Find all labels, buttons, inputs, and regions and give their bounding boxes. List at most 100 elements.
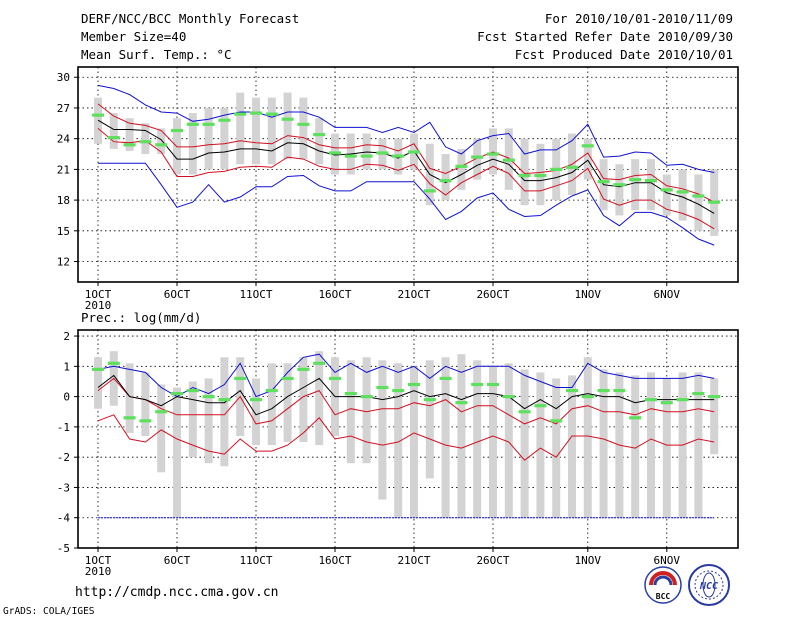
p0-ytick-label-3: 21 [57, 163, 70, 176]
p1-spread-bar-35 [631, 375, 640, 518]
p0-plot-frame [77, 66, 739, 283]
p1-ytick-label-3: -2 [57, 451, 70, 464]
p0-series-upper-line [97, 103, 715, 203]
p0-observed-mark-2 [107, 136, 120, 140]
p0-observed-mark-16 [329, 151, 341, 155]
p1-observed-mark-27 [502, 395, 515, 399]
p1-observed-mark-3 [123, 416, 136, 420]
ncc-logo-text: NCC [699, 581, 718, 592]
p1-observed-mark-16 [329, 376, 341, 381]
p0-spread-bar-32 [583, 138, 592, 180]
footer-credit: GrADS: COLA/IGES [3, 606, 95, 617]
p1-observed-mark-12 [265, 388, 278, 393]
p1-spread-bar-23 [441, 357, 450, 518]
p0-spread-bar-18 [362, 133, 371, 170]
p1-spread-bar-27 [504, 363, 513, 518]
p1-spread-bar-37 [662, 378, 671, 518]
ncc-logo: NCC [688, 564, 730, 606]
p0-observed-mark-14 [297, 122, 310, 126]
p1-observed-mark-26 [487, 382, 499, 387]
p0-spread-bar-25 [473, 138, 482, 180]
p0-spread-bar-8 [204, 107, 213, 170]
header-produced-date: Fcst Produced Date 2010/10/01 [515, 47, 733, 62]
p0-spread-bar-2 [109, 113, 118, 149]
p1-ytick-label-1: -4 [57, 512, 71, 525]
bcc-logo-text: BCC [656, 592, 671, 601]
p1-observed-mark-18 [360, 395, 373, 399]
p0-spread-bar-5 [157, 128, 166, 155]
p1-spread-bar-3 [125, 363, 134, 433]
p0-xtick-label-1: 6OCT [164, 288, 191, 301]
p1-observed-mark-1 [92, 367, 104, 371]
bcc-logo-arc-blue [653, 575, 673, 586]
p0-observed-mark-23 [439, 179, 452, 183]
p1-observed-mark-10 [234, 376, 247, 381]
p1-observed-mark-19 [376, 385, 389, 390]
p1-observed-mark-22 [423, 398, 436, 402]
p1-observed-mark-30 [550, 419, 563, 423]
p0-spread-bar-39 [694, 174, 703, 231]
p0-observed-mark-20 [392, 154, 405, 158]
p1-xtick-label-0: 1OCT [85, 554, 112, 567]
p1-spread-bar-7 [188, 381, 197, 458]
bcc-logo: BCC [644, 566, 682, 604]
p0-observed-mark-24 [455, 164, 468, 168]
p0-spread-bar-35 [631, 159, 640, 211]
p1-xtick-label-6: 1NOV [575, 554, 602, 567]
p1-observed-mark-39 [692, 391, 705, 396]
p1-observed-mark-9 [218, 398, 231, 402]
p0-observed-mark-34 [613, 183, 626, 187]
p1-xtick-label-1: 6OCT [164, 554, 191, 567]
p0-spread-bar-3 [125, 118, 134, 151]
p0-ytick-label-6: 30 [57, 71, 70, 84]
p0-spread-bar-37 [662, 174, 671, 216]
ncc-logo-globe [702, 572, 716, 598]
p0-observed-mark-25 [471, 155, 484, 159]
p1-observed-mark-25 [471, 382, 484, 387]
p1-observed-mark-33 [597, 388, 610, 393]
p1-observed-mark-15 [313, 361, 326, 365]
p1-spread-bar-5 [157, 384, 166, 473]
p0-spread-bar-13 [283, 92, 292, 160]
p1-spread-bar-19 [378, 360, 387, 500]
p1-spread-bar-33 [599, 369, 608, 518]
temperature-panel: 12 15 18 21 24 27 30 1OCT 6OCT 11OCT 16OCT 21OCT 26O… [57, 66, 739, 312]
p1-spread-bar-11 [252, 378, 260, 446]
p1-spread-bar-31 [568, 375, 576, 518]
p0-spread-bar-24 [457, 148, 466, 190]
p1-observed-mark-35 [629, 416, 642, 420]
footer-url[interactable]: http://cmdp.ncc.cma.gov.cn [75, 585, 279, 600]
p0-observed-mark-31 [566, 165, 578, 169]
p1-spread-bar-9 [220, 357, 229, 467]
p0-spread-bar-38 [678, 169, 687, 221]
p0-series-lower-line [97, 128, 715, 230]
p1-observed-mark-4 [139, 419, 152, 423]
p1-spread-bar-4 [141, 372, 150, 436]
p1-xtick-label-2: 11OCT [239, 554, 272, 567]
p1-series-mean-line [97, 374, 715, 416]
p1-xtick-label-5: 26OCT [476, 554, 509, 567]
p1-observed-mark-38 [676, 398, 689, 402]
p0-observed-mark-29 [534, 173, 547, 178]
p0-series-max-line [97, 84, 715, 173]
p1-series-lower-line [97, 414, 715, 461]
p1-ytick-label-2: -3 [57, 481, 70, 494]
p0-xtick-label-3: 16OCT [318, 288, 351, 301]
p0-observed-mark-36 [645, 179, 657, 183]
p0-observed-mark-6 [171, 128, 183, 133]
p1-ytick-label-4: -1 [57, 421, 70, 434]
p1-xtick-label-7: 6NOV [654, 554, 681, 567]
p1-observed-mark-13 [281, 376, 294, 381]
ncc-logo-inner-ring [694, 570, 724, 600]
p0-xtick-label-6: 1NOV [575, 288, 602, 301]
header-title: DERF/NCC/BCC Monthly Forecast [81, 11, 299, 26]
p1-spread-bar-39 [694, 372, 703, 518]
p1-observed-mark-36 [645, 398, 657, 402]
p0-spread-bar-7 [188, 113, 197, 175]
p0-observed-mark-21 [408, 150, 420, 154]
p0-spread-bar-15 [315, 118, 324, 165]
p1-spread-bar-20 [394, 363, 403, 518]
p1-observed-mark-2 [107, 361, 120, 365]
p1-series-max-line [97, 353, 715, 398]
